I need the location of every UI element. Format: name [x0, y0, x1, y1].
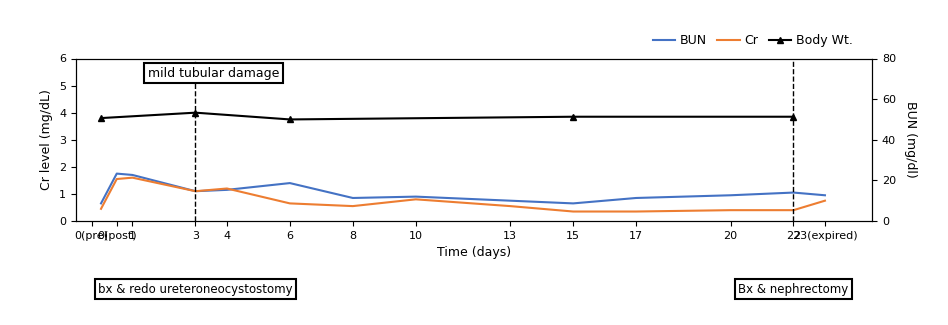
Line: BUN: BUN — [101, 174, 825, 203]
Cr — [504, 204, 516, 208]
BUN — [347, 196, 358, 200]
Cr — [630, 210, 642, 214]
Text: mild tubular damage: mild tubular damage — [148, 67, 280, 80]
Line: Body Wt.: Body Wt. — [98, 109, 797, 123]
Legend: BUN, Cr, Body Wt.: BUN, Cr, Body Wt. — [647, 29, 858, 52]
Body Wt. — [190, 111, 201, 115]
Body Wt. — [96, 116, 107, 120]
BUN — [630, 196, 642, 200]
Cr — [221, 187, 232, 190]
Y-axis label: Cr level (mg/dL): Cr level (mg/dL) — [41, 89, 53, 190]
BUN — [96, 202, 107, 205]
Cr — [568, 210, 579, 214]
Body Wt. — [568, 115, 579, 119]
BUN — [284, 181, 296, 185]
BUN — [410, 195, 422, 199]
Body Wt. — [284, 118, 296, 122]
BUN — [725, 193, 737, 197]
BUN — [190, 189, 201, 193]
Cr — [284, 202, 296, 205]
X-axis label: Time (days): Time (days) — [437, 246, 511, 259]
Body Wt. — [788, 115, 799, 119]
Cr — [127, 176, 138, 180]
BUN — [127, 173, 138, 177]
Cr — [111, 177, 122, 181]
BUN — [568, 202, 579, 205]
Cr — [190, 189, 201, 193]
Cr — [410, 197, 422, 201]
Y-axis label: BUN (mg/dl): BUN (mg/dl) — [903, 101, 917, 178]
Cr — [819, 199, 830, 203]
BUN — [221, 188, 232, 192]
Text: Bx & nephrectomy: Bx & nephrectomy — [738, 283, 848, 296]
Cr — [96, 207, 107, 211]
BUN — [504, 199, 516, 203]
Line: Cr: Cr — [101, 178, 825, 212]
Cr — [725, 208, 737, 212]
Text: bx & redo ureteroneocystostomy: bx & redo ureteroneocystostomy — [99, 283, 293, 296]
Cr — [347, 204, 358, 208]
Cr — [788, 208, 799, 212]
BUN — [111, 172, 122, 176]
BUN — [819, 193, 830, 197]
BUN — [788, 190, 799, 194]
